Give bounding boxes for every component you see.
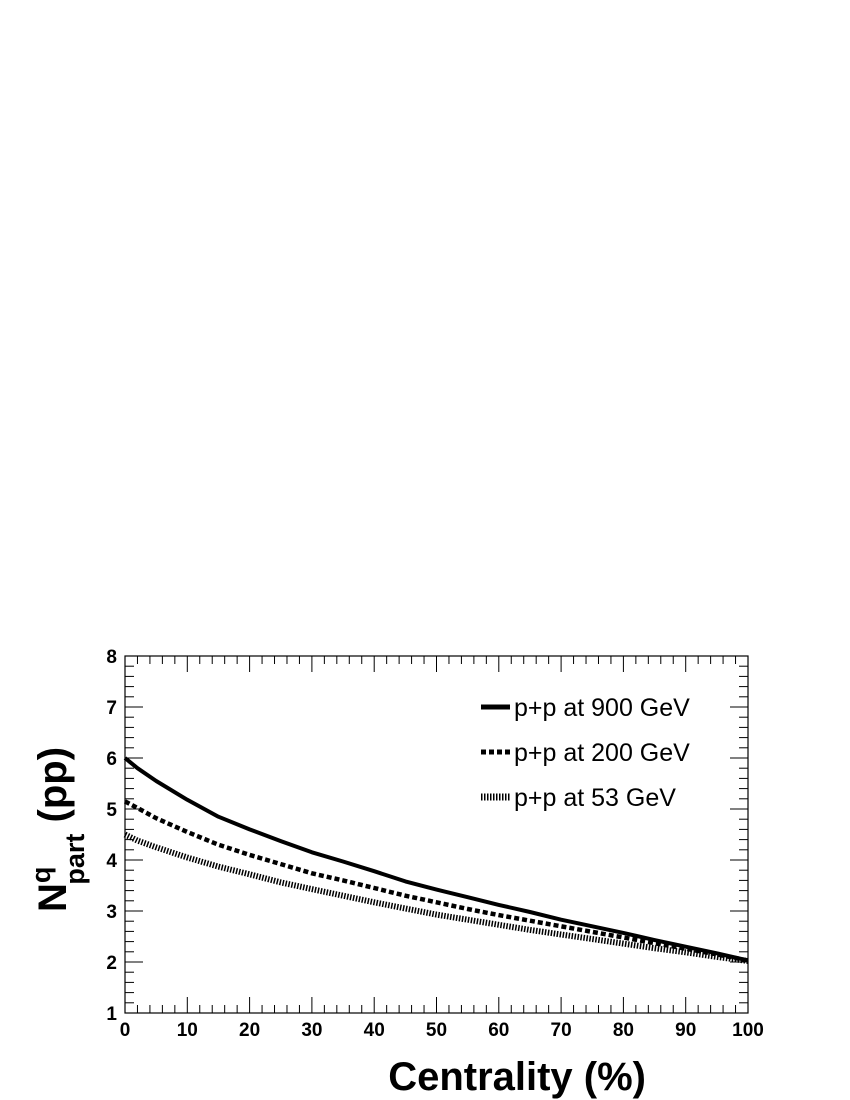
y-axis-title-suffix: (pp): [31, 747, 75, 834]
legend: p+p at 900 GeV p+p at 200 GeV p+p at 53 …: [481, 694, 690, 812]
x-tick-label: 60: [488, 1020, 509, 1041]
y-tick-label: 3: [106, 902, 117, 923]
x-tick-label: 50: [426, 1020, 447, 1041]
x-tick-label: 0: [120, 1020, 131, 1041]
y-axis-title: Nq part (pp): [26, 747, 90, 912]
legend-entry-53: p+p at 53 GeV: [481, 784, 676, 812]
y-tick-label: 4: [106, 851, 117, 872]
x-tick-label: 100: [732, 1020, 764, 1041]
series-line-1: [123, 756, 749, 963]
legend-label-900: p+p at 900 GeV: [514, 694, 690, 722]
legend-label-200: p+p at 200 GeV: [514, 739, 690, 767]
y-tick-label: 2: [106, 953, 117, 974]
series-lines: [123, 756, 749, 964]
y-tick-label: 7: [106, 698, 117, 719]
x-axis-title: Centrality (%): [388, 1055, 646, 1099]
plot-frame: [124, 655, 749, 1014]
series-line-3: [123, 831, 749, 964]
y-axis-title-main: N: [31, 883, 75, 912]
x-tick-label: 80: [613, 1020, 634, 1041]
y-tick-label: 5: [106, 800, 117, 821]
x-tick-label: 20: [239, 1020, 260, 1041]
x-tick-label: 90: [675, 1020, 696, 1041]
y-tick-label: 8: [106, 647, 117, 668]
y-tick-label: 1: [106, 1004, 117, 1025]
x-tick-label: 30: [301, 1020, 322, 1041]
legend-label-53: p+p at 53 GeV: [514, 784, 676, 812]
x-tick-label: 40: [364, 1020, 385, 1041]
x-tick-labels: 0 10 20 30 40 50 60 70 80 90 100: [120, 1020, 764, 1041]
series-line-2: [123, 799, 749, 963]
y-axis-title-subscript: part: [60, 834, 90, 885]
legend-entry-900: p+p at 900 GeV: [481, 694, 690, 722]
x-tick-label: 70: [551, 1020, 572, 1041]
x-tick-label: 10: [177, 1020, 198, 1041]
y-tick-label: 6: [106, 749, 117, 770]
y-tick-labels: 1 2 3 4 5 6 7 8: [106, 647, 117, 1025]
y-axis-title-superscript: q: [26, 867, 56, 884]
legend-entry-200: p+p at 200 GeV: [481, 739, 690, 767]
